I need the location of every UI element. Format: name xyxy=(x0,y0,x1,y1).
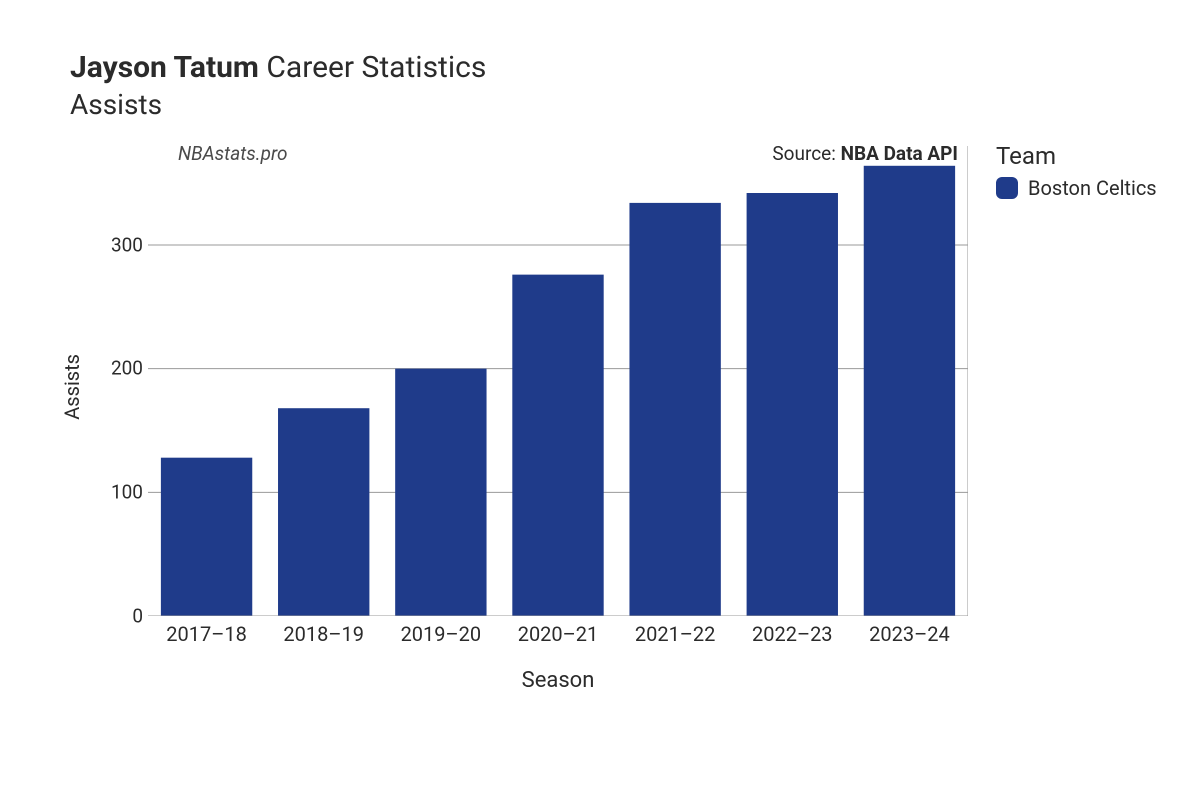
title-suffix: Career Statistics xyxy=(259,50,486,85)
chart-title-block: Jayson Tatum Career Statistics Assists xyxy=(70,50,1160,122)
y-axis-label: Assists xyxy=(60,354,88,420)
player-name: Jayson Tatum xyxy=(70,50,259,85)
chart-row: Assists NBAstats.pro Source: NBA Data AP… xyxy=(60,142,1160,693)
bar xyxy=(512,274,603,615)
bar xyxy=(395,368,486,615)
x-tick-label: 2019–20 xyxy=(382,616,499,646)
bar xyxy=(278,408,369,616)
plot-wrap: NBAstats.pro Source: NBA Data API 010020… xyxy=(88,142,968,693)
chart-subtitle: Assists xyxy=(70,88,1160,122)
y-tick-label: 300 xyxy=(93,233,143,256)
x-tick-label: 2017–18 xyxy=(148,616,265,646)
chart-container: Jayson Tatum Career Statistics Assists A… xyxy=(0,0,1200,800)
y-tick-labels: 0100200300 xyxy=(88,146,143,616)
legend-items: Boston Celtics xyxy=(996,176,1157,200)
legend-item: Boston Celtics xyxy=(996,176,1157,200)
x-axis-label: Season xyxy=(148,668,968,693)
bar xyxy=(747,193,838,616)
bar xyxy=(629,202,720,615)
bar xyxy=(864,165,955,615)
x-tick-label: 2020–21 xyxy=(499,616,616,646)
legend: Team Boston Celtics xyxy=(996,142,1157,200)
y-tick-label: 200 xyxy=(93,357,143,380)
bar xyxy=(161,457,252,615)
x-tick-label: 2018–19 xyxy=(265,616,382,646)
bar-chart-plot xyxy=(88,146,968,616)
legend-swatch xyxy=(996,177,1018,199)
x-tick-label: 2021–22 xyxy=(617,616,734,646)
y-tick-label: 100 xyxy=(93,480,143,503)
y-tick-label: 0 xyxy=(93,604,143,627)
x-tick-label: 2022–23 xyxy=(734,616,851,646)
legend-label: Boston Celtics xyxy=(1028,176,1157,200)
x-tick-label: 2023–24 xyxy=(851,616,968,646)
chart-title-line1: Jayson Tatum Career Statistics xyxy=(70,50,1160,86)
x-tick-labels: 2017–182018–192019–202020–212021–222022–… xyxy=(148,616,968,646)
legend-title: Team xyxy=(996,142,1157,170)
